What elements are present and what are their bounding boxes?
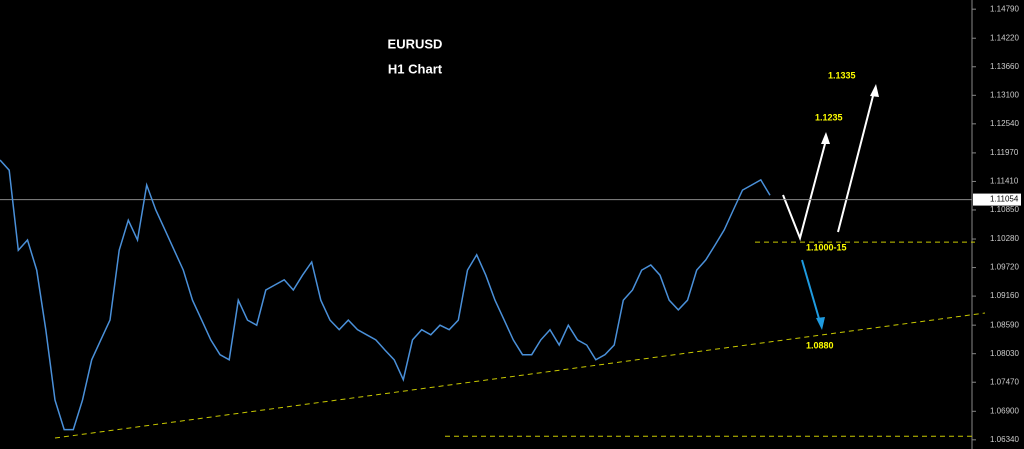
arrow	[801, 259, 821, 323]
y-tick-label: 1.11970	[990, 148, 1019, 157]
annotation: 1.1335	[828, 70, 856, 80]
chart-subtitle: H1 Chart	[388, 61, 443, 76]
arrow	[782, 139, 827, 242]
arrow	[837, 91, 875, 233]
chart-title: EURUSD	[388, 36, 443, 51]
y-tick-label: 1.14790	[990, 4, 1019, 13]
y-tick-label: 1.12540	[990, 119, 1019, 128]
y-tick-label: 1.13660	[990, 62, 1019, 71]
y-tick-label: 1.14220	[990, 33, 1019, 42]
arrowhead	[821, 132, 830, 144]
trendline	[54, 312, 986, 439]
y-tick-label: 1.06340	[990, 435, 1019, 444]
y-tick-label: 1.09160	[990, 291, 1019, 300]
y-tick-label: 1.10280	[990, 234, 1019, 243]
y-tick-label: 1.08030	[990, 349, 1019, 358]
annotation: 1.0880	[806, 340, 834, 350]
annotation: 1.1000-15	[806, 242, 847, 252]
y-tick-label: 1.11410	[990, 177, 1019, 186]
arrowhead	[816, 317, 825, 330]
y-tick-label: 1.08590	[990, 320, 1019, 329]
last-price-box	[973, 193, 1021, 206]
y-tick-label: 1.10850	[990, 205, 1019, 214]
y-tick-label: 1.07470	[990, 377, 1019, 386]
y-tick-label: 1.09720	[990, 263, 1019, 272]
y-tick-label: 1.13100	[990, 90, 1019, 99]
last-price-label: 1.11054	[990, 195, 1019, 204]
arrowhead	[870, 84, 879, 97]
price-line	[0, 159, 771, 431]
annotation: 1.1235	[815, 112, 843, 122]
y-tick-label: 1.06900	[990, 406, 1019, 415]
